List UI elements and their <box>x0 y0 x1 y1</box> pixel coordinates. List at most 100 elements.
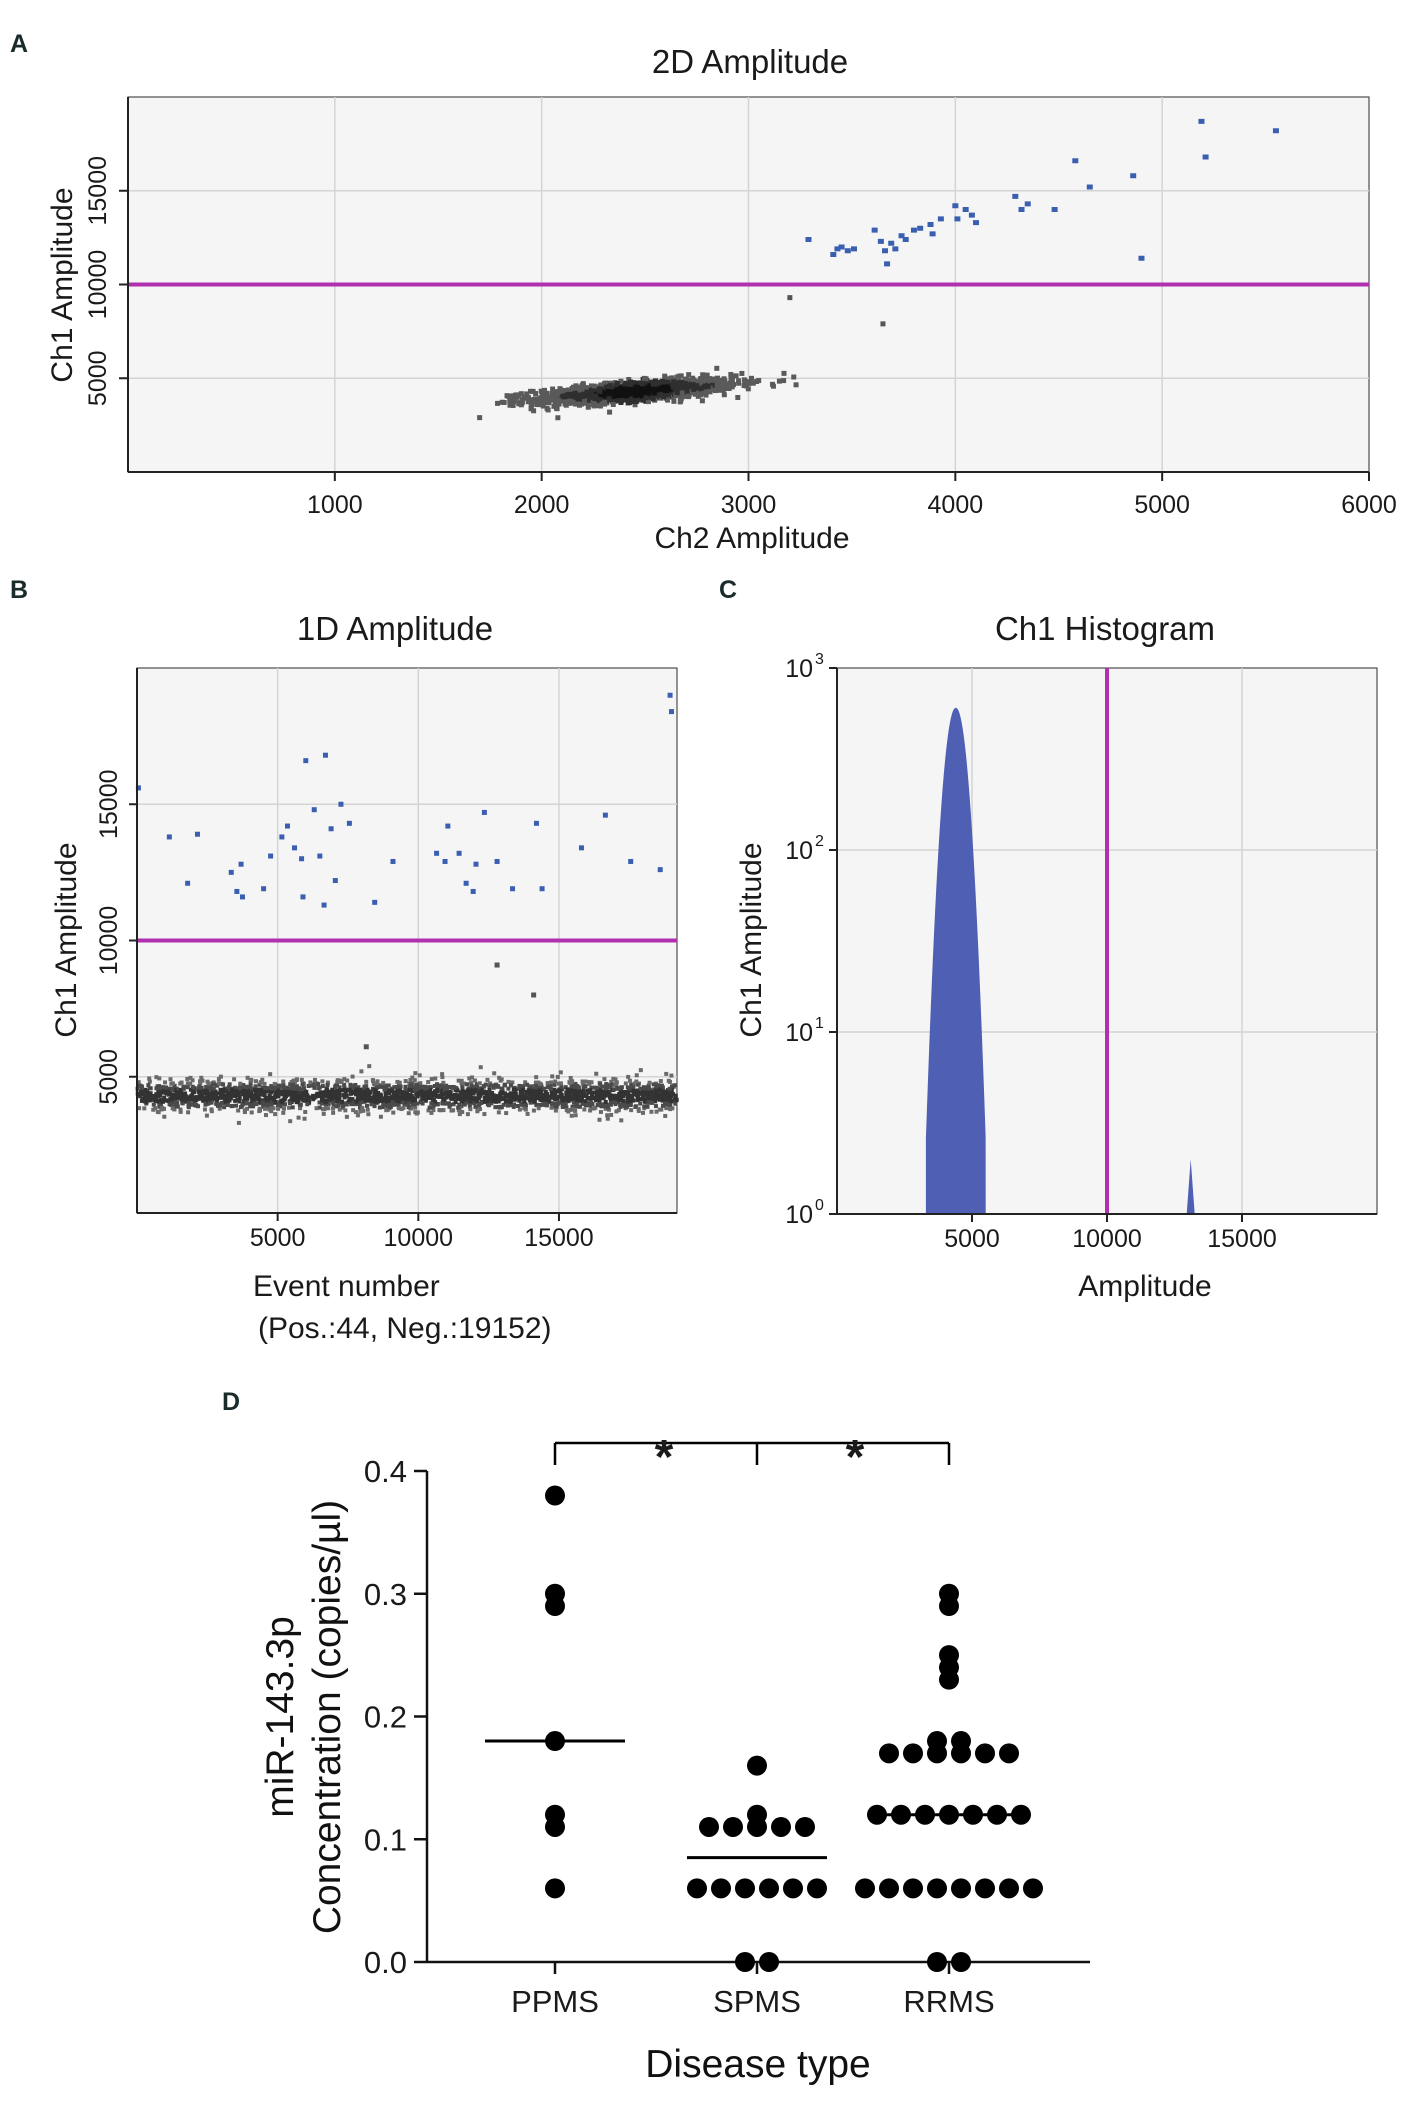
panel-a-positive-droplet <box>1086 184 1093 190</box>
panel-a-outlier-droplet <box>787 295 793 301</box>
panel-b-negative-droplet <box>334 1104 339 1109</box>
panel-b-positive-droplet <box>311 807 317 813</box>
panel-b-negative-droplet <box>550 1102 555 1107</box>
panel-a-negative-droplet <box>701 390 707 396</box>
panel-b-negative-droplet <box>456 1105 461 1110</box>
panel-b-negative-droplet <box>157 1093 162 1098</box>
panel-b-negative-droplet <box>174 1086 179 1091</box>
panel-a-outlier-droplet <box>880 321 886 327</box>
panel-b-negative-droplet <box>622 1091 627 1096</box>
panel-b-negative-droplet <box>612 1087 617 1092</box>
panel-b-negative-droplet <box>292 1086 297 1091</box>
panel-a-negative-droplet <box>698 389 704 395</box>
panel-b-positive-droplet <box>510 886 516 892</box>
panel-b-negative-droplet <box>228 1093 233 1098</box>
panel-b-negative-droplet <box>674 1098 679 1103</box>
panel-b-negative-droplet <box>623 1104 628 1109</box>
panel-d-data-point-rrms <box>975 1743 995 1764</box>
panel-b-negative-droplet <box>478 1093 483 1098</box>
panel-a-negative-droplet <box>682 380 688 386</box>
panel-a-negative-droplet <box>614 388 620 394</box>
panel-b-negative-droplet <box>395 1079 400 1084</box>
panel-b-negative-droplet <box>281 1079 286 1084</box>
panel-b-negative-droplet <box>388 1089 393 1094</box>
panel-b-negative-droplet <box>183 1095 188 1100</box>
panel-b-ytick-label: 5000 <box>95 1049 123 1105</box>
panel-b-negative-droplet <box>325 1083 330 1088</box>
panel-b-positive-droplet <box>539 886 545 892</box>
panel-b-negative-droplet <box>224 1089 229 1094</box>
panel-b-negative-droplet <box>172 1083 177 1088</box>
panel-d-data-point-rrms <box>927 1878 947 1899</box>
panel-b-negative-droplet <box>598 1103 603 1108</box>
panel-b-negative-droplet <box>466 1095 471 1100</box>
panel-b-negative-droplet <box>271 1088 276 1093</box>
panel-a-2d-amplitude: 2D Amplitude 1000 2000 3000 4000 5000 6000 50… <box>46 43 1397 555</box>
panel-a-negative-droplet <box>585 397 591 403</box>
panel-b-negative-droplet <box>343 1108 348 1113</box>
panel-b-ytick-label: 15000 <box>95 769 123 839</box>
panel-b-negative-droplet <box>465 1088 470 1093</box>
panel-b-negative-droplet <box>541 1086 546 1091</box>
panel-b-negative-droplet <box>257 1097 262 1102</box>
panel-a-negative-droplet <box>573 394 579 400</box>
panel-b-negative-droplet <box>194 1097 199 1102</box>
panel-a-positive-droplet <box>910 227 917 233</box>
panel-b-negative-droplet <box>429 1105 434 1110</box>
panel-a-positive-droplet <box>888 240 895 246</box>
panel-b-negative-droplet <box>423 1097 428 1102</box>
panel-b-negative-droplet <box>209 1094 214 1099</box>
panel-b-negative-droplet <box>295 1097 300 1102</box>
panel-b-negative-droplet <box>268 1095 273 1100</box>
panel-b-negative-droplet <box>155 1109 160 1114</box>
panel-b-negative-droplet <box>659 1107 664 1112</box>
panel-b-negative-droplet <box>586 1088 591 1093</box>
panel-b-positive-droplet <box>279 834 285 840</box>
panel-b-xtick-label: 5000 <box>250 1224 306 1252</box>
panel-b-negative-droplet <box>481 1083 486 1088</box>
panel-b-negative-droplet <box>473 1104 478 1109</box>
panel-a-negative-droplet <box>701 384 707 390</box>
panel-a-negative-droplet <box>685 384 691 390</box>
panel-b-negative-droplet <box>564 1097 569 1102</box>
panel-b-negative-droplet <box>478 1065 483 1070</box>
panel-b-negative-droplet <box>456 1108 461 1113</box>
panel-b-negative-droplet <box>369 1102 374 1107</box>
panel-b-negative-droplet <box>255 1088 260 1093</box>
panel-a-negative-droplet <box>641 384 647 390</box>
panel-b-negative-droplet <box>527 1084 532 1089</box>
panel-b-negative-droplet <box>499 1090 504 1095</box>
panel-b-negative-droplet <box>651 1094 656 1099</box>
panel-b-negative-droplet <box>552 1091 557 1096</box>
panel-b-negative-droplet <box>252 1100 257 1105</box>
panel-b-negative-droplet <box>631 1098 636 1103</box>
panel-b-negative-droplet <box>418 1090 423 1095</box>
panel-a-negative-droplet <box>554 405 560 411</box>
panel-b-negative-droplet <box>499 1105 504 1110</box>
panel-a-negative-droplet <box>649 394 655 400</box>
panel-b-negative-droplet <box>523 1107 528 1112</box>
panel-b-positive-droplet <box>473 861 479 867</box>
panel-b-negative-droplet <box>380 1083 385 1088</box>
panel-b-negative-droplet <box>368 1096 373 1101</box>
panel-b-negative-droplet <box>609 1098 614 1103</box>
panel-b-negative-droplet <box>641 1094 646 1099</box>
panel-b-negative-droplet <box>297 1094 302 1099</box>
panel-b-negative-droplet <box>580 1079 585 1084</box>
panel-a-negative-droplet <box>653 381 659 387</box>
panel-b-negative-droplet <box>386 1083 391 1088</box>
panel-b-negative-droplet <box>597 1100 602 1105</box>
panel-b-negative-droplet <box>542 1092 547 1097</box>
panel-d-data-point-spms <box>771 1816 791 1837</box>
panel-a-negative-droplet <box>639 381 645 387</box>
panel-d-ytick-label: 0.0 <box>364 1945 407 1980</box>
panel-b-negative-droplet <box>496 1099 501 1104</box>
panel-b-negative-droplet <box>408 1077 413 1082</box>
panel-a-negative-droplet <box>579 393 585 399</box>
panel-a-negative-droplet <box>656 392 662 398</box>
panel-b-negative-droplet <box>267 1107 272 1112</box>
panel-b-negative-droplet <box>512 1097 517 1102</box>
panel-a-positive-droplet <box>805 237 812 242</box>
panel-b-negative-droplet <box>172 1087 177 1092</box>
panel-b-positive-droplet <box>346 820 352 826</box>
